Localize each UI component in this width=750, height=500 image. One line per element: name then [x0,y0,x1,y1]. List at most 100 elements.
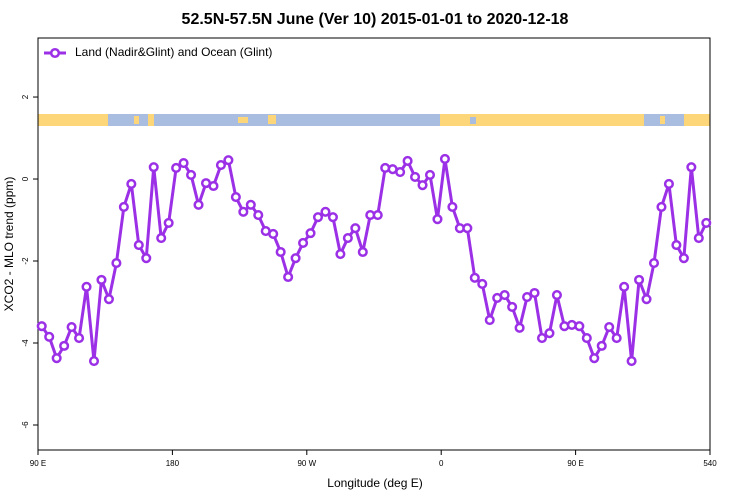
data-point [663,178,674,189]
data-point [335,248,346,260]
data-point [581,333,592,344]
data-point [290,253,301,264]
data-point [686,162,697,173]
data-point [66,321,77,333]
data-point [342,233,353,244]
data-point [36,321,47,332]
data-point [111,258,122,269]
data-point [432,214,443,225]
x-tick-label: 90 E [30,459,46,468]
data-point [230,192,241,203]
x-axis-label: Longitude (deg E) [327,476,422,490]
x-tick-label: 540 [703,459,717,468]
data-point [656,201,667,212]
data-point [208,180,219,192]
x-tick-label: 90 E [567,459,583,468]
data-point [619,281,630,292]
data-point [611,333,622,344]
data-point [96,274,107,285]
data-point [410,171,421,183]
data-point [648,258,660,269]
data-point [477,278,488,290]
data-point [641,294,652,305]
data-point [312,212,324,223]
legend-label: Land (Nadir&Glint) and Ocean (Glint) [75,45,272,59]
data-point [499,289,510,301]
data-point [395,167,406,178]
data-point [469,272,480,283]
data-point [529,287,540,299]
data-point [44,331,55,342]
data-point [103,294,114,305]
data-point [671,239,682,251]
data-point [275,246,286,258]
data-point [596,340,607,351]
data-point [551,289,562,301]
data-point [447,201,458,212]
data-point [193,199,204,210]
y-tick-label: 0 [21,176,30,181]
data-point [574,321,585,332]
data-point [74,333,85,344]
data-point [678,253,689,264]
data-point [156,233,167,244]
data-point [701,217,712,228]
data-point [372,210,383,221]
data-point [171,162,182,174]
data-point [462,223,473,234]
data-point [81,281,92,292]
data-point [522,292,533,303]
data-point [305,228,316,239]
data-point [118,201,129,212]
data-point [88,355,100,367]
data-point [238,206,249,217]
data-point [298,237,309,249]
data-point [268,228,279,240]
land-ocean-strip [38,114,710,126]
data-point [402,155,413,167]
data-point [604,321,615,333]
x-tick-label: 90 W [297,459,316,468]
data-point [186,169,197,180]
data-point [133,239,144,251]
plot-frame [37,37,711,451]
data-point [51,353,62,364]
y-tick-label: -2 [21,257,30,265]
y-tick-label: -6 [21,421,30,429]
y-axis-label: XCO2 - MLO trend (ppm) [2,177,16,312]
data-point [59,340,70,351]
legend-marker [49,47,61,59]
data-point [215,160,226,171]
data-point [253,210,264,221]
data-point [178,157,189,169]
data-point [693,233,704,244]
data-point [357,246,368,258]
data-point [163,217,174,228]
data-point [507,301,518,312]
data-point [223,155,234,166]
data-point [245,199,256,210]
data-point [544,328,555,339]
y-tick-label: -4 [21,339,30,347]
y-tick-label: 2 [21,94,30,99]
data-point [634,274,645,285]
data-point [536,333,548,344]
data-point [417,180,428,191]
data-point [141,253,152,264]
x-tick-label: 180 [166,459,180,468]
chart-title: 52.5N-57.5N June (Ver 10) 2015-01-01 to … [182,11,569,28]
data-point [327,212,338,223]
data-point [283,271,294,283]
data-point [148,162,159,173]
data-point [320,206,331,217]
x-tick-label: 0 [439,459,444,468]
data-point [484,314,495,326]
data-point [514,322,525,333]
data-point [424,169,436,180]
data-point [350,223,361,234]
data-point [589,353,600,364]
data-point [626,355,637,367]
data-point [439,153,450,164]
